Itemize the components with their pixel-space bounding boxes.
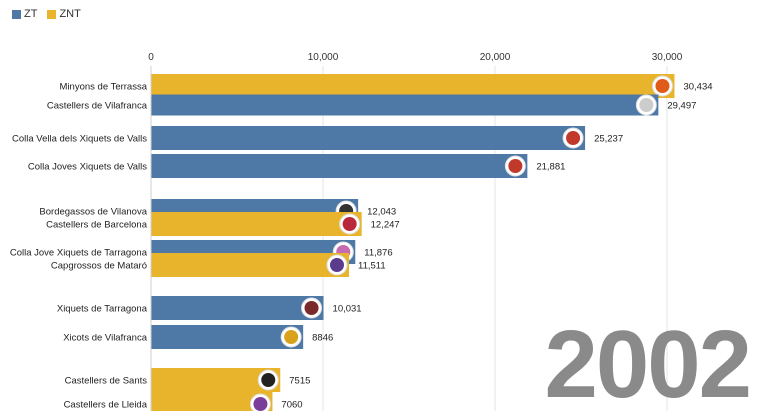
value-label-3: 21,881: [536, 162, 565, 173]
bar-8: [151, 296, 324, 320]
value-label-1: 29,497: [667, 101, 696, 112]
legend-item-znt: ZNT: [47, 8, 81, 20]
legend: ZT ZNT: [12, 8, 81, 20]
value-label-8: 10,031: [333, 304, 362, 315]
legend-swatch-zt: [12, 9, 21, 19]
legend-item-zt: ZT: [12, 8, 37, 20]
category-label-5: Castellers de Barcelona: [46, 220, 148, 231]
category-label-0: Minyons de Terrassa: [60, 82, 148, 93]
bar-7: [151, 253, 349, 277]
year-label: 2002: [544, 311, 752, 418]
bar-logo-8: [304, 301, 319, 315]
bar-logo-1: [639, 98, 654, 112]
value-label-5: 12,247: [371, 220, 400, 231]
bar-9: [151, 325, 304, 349]
category-label-8: Xiquets de Tarragona: [57, 304, 148, 315]
bar-5: [151, 212, 362, 236]
value-label-6: 11,876: [364, 248, 392, 259]
bar-11: [151, 392, 273, 411]
category-label-9: Xicots de Vilafranca: [63, 333, 148, 344]
bar-logo-9: [284, 330, 299, 344]
legend-label-znt: ZNT: [59, 8, 81, 20]
value-label-11: 7060: [281, 400, 302, 411]
bar-1: [151, 94, 659, 116]
bar-logo-7: [329, 258, 344, 272]
bar-2: [151, 126, 586, 150]
value-label-2: 25,237: [594, 134, 623, 145]
bar-logo-0: [655, 79, 670, 93]
legend-label-zt: ZT: [24, 8, 38, 20]
legend-swatch-znt: [47, 9, 57, 19]
bar-logo-2: [566, 131, 581, 145]
category-label-7: Capgrossos de Mataró: [51, 261, 147, 272]
category-label-2: Colla Vella dels Xiquets de Valls: [12, 134, 147, 145]
bar-logo-5: [342, 217, 357, 231]
bar-0: [151, 74, 675, 98]
category-label-10: Castellers de Sants: [65, 376, 148, 387]
bar-logo-10: [261, 373, 276, 387]
category-label-6: Colla Jove Xiquets de Tarragona: [10, 248, 148, 259]
x-tick-label-1: 10,000: [308, 52, 339, 63]
bar-logo-11: [253, 397, 268, 411]
category-label-3: Colla Joves Xiquets de Valls: [28, 162, 147, 173]
x-tick-label-2: 20,000: [480, 52, 511, 63]
value-label-10: 7515: [289, 376, 310, 387]
value-label-7: 11,511: [358, 261, 386, 272]
category-label-4: Bordegassos de Vilanova: [39, 207, 147, 218]
value-label-4: 12,043: [367, 207, 396, 218]
value-label-9: 8846: [312, 333, 333, 344]
x-tick-label-3: 30,000: [652, 52, 683, 63]
value-label-0: 30,434: [683, 82, 712, 93]
bar-logo-3: [508, 159, 523, 173]
x-tick-label-0: 0: [148, 52, 154, 63]
category-label-11: Castellers de Lleida: [64, 400, 148, 411]
category-label-1: Castellers de Vilafranca: [47, 101, 148, 112]
bar-3: [151, 154, 528, 178]
